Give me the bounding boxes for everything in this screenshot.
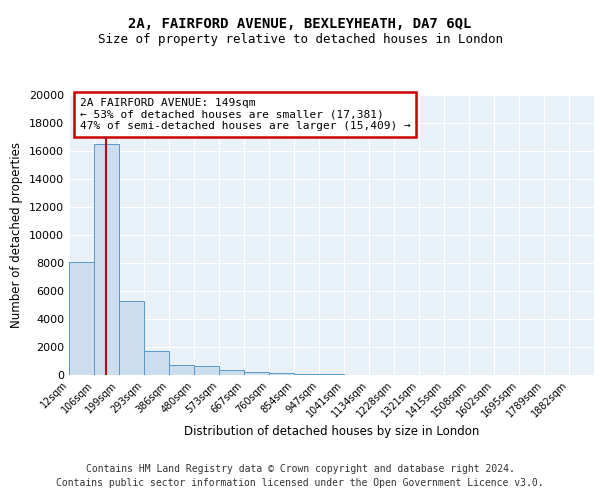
Text: 2A FAIRFORD AVENUE: 149sqm
← 53% of detached houses are smaller (17,381)
47% of : 2A FAIRFORD AVENUE: 149sqm ← 53% of deta…	[79, 98, 410, 131]
Bar	[69, 262, 94, 375]
Bar	[294, 374, 319, 375]
Bar	[194, 366, 219, 375]
Bar	[94, 144, 119, 375]
Bar	[119, 301, 144, 375]
Bar	[244, 372, 269, 375]
Text: Size of property relative to detached houses in London: Size of property relative to detached ho…	[97, 32, 503, 46]
Y-axis label: Number of detached properties: Number of detached properties	[10, 142, 23, 328]
Bar	[144, 351, 169, 375]
Bar	[169, 365, 194, 375]
Bar	[219, 370, 244, 375]
X-axis label: Distribution of detached houses by size in London: Distribution of detached houses by size …	[184, 424, 479, 438]
Bar	[269, 373, 294, 375]
Text: 2A, FAIRFORD AVENUE, BEXLEYHEATH, DA7 6QL: 2A, FAIRFORD AVENUE, BEXLEYHEATH, DA7 6Q…	[128, 18, 472, 32]
Bar	[319, 374, 344, 375]
Text: Contains HM Land Registry data © Crown copyright and database right 2024.
Contai: Contains HM Land Registry data © Crown c…	[56, 464, 544, 487]
